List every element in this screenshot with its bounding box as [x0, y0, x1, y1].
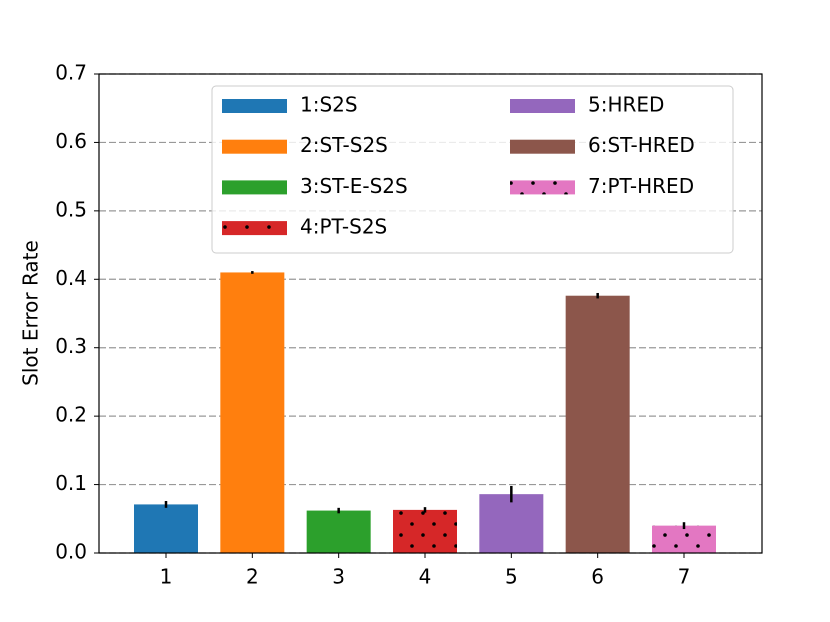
x-tick-label: 1 — [160, 565, 173, 589]
bar — [220, 272, 285, 553]
legend-label: 3:ST-E-S2S — [300, 174, 408, 198]
bar — [479, 494, 544, 553]
legend-label: 1:S2S — [300, 93, 358, 117]
bar — [306, 510, 371, 553]
x-tick-label: 7 — [678, 565, 691, 589]
plot-frame — [98, 73, 763, 554]
legend-hatch — [510, 180, 575, 195]
x-tick-label: 2 — [246, 565, 259, 589]
x-tick-label: 6 — [591, 565, 604, 589]
y-tick-label: 0.1 — [55, 471, 87, 495]
legend-label: 4:PT-S2S — [300, 215, 387, 239]
legend-swatch — [510, 139, 575, 154]
bar-hatch — [652, 525, 716, 553]
legend-swatch — [222, 139, 287, 154]
bar-hatch — [393, 509, 457, 553]
y-tick-label: 0.7 — [55, 61, 87, 85]
y-tick-label: 0.0 — [55, 540, 87, 564]
legend-hatch — [222, 221, 287, 236]
legend-swatch — [510, 99, 575, 113]
y-tick-label: 0.4 — [55, 266, 87, 290]
y-tick-label: 0.6 — [55, 129, 87, 153]
y-axis-label: Slot Error Rate — [19, 240, 43, 386]
x-tick-label: 3 — [332, 565, 345, 589]
bar — [134, 504, 198, 553]
y-tick-label: 0.3 — [55, 334, 87, 358]
legend-swatch — [222, 99, 287, 113]
legend-label: 2:ST-S2S — [300, 133, 388, 157]
legend-box — [211, 85, 734, 254]
x-tick-label: 4 — [419, 565, 432, 589]
y-tick-label: 0.2 — [55, 403, 87, 427]
legend-swatch — [222, 180, 287, 195]
legend-label: 5:HRED — [588, 93, 664, 117]
legend-label: 7:PT-HRED — [588, 174, 694, 198]
bar — [565, 295, 630, 553]
x-tick-label: 5 — [505, 565, 518, 589]
y-tick-label: 0.5 — [55, 197, 87, 221]
legend-label: 6:ST-HRED — [588, 133, 695, 157]
